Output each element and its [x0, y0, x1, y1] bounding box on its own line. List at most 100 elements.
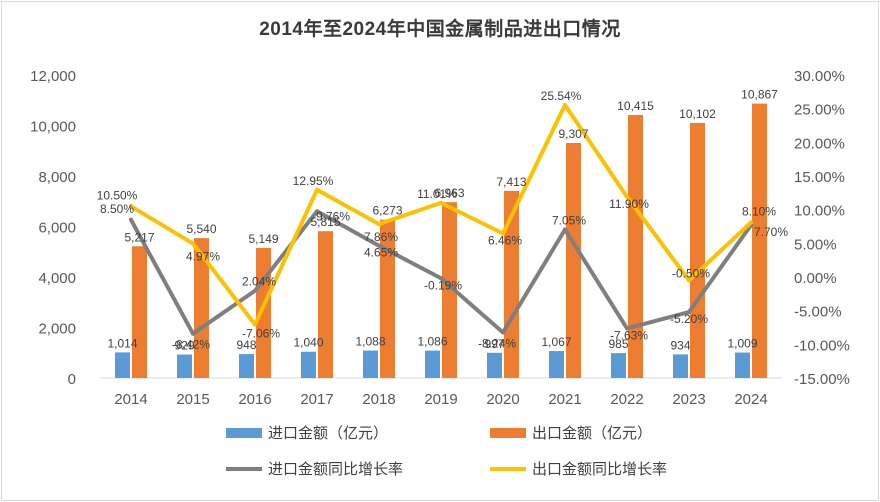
bar-import-amount — [239, 354, 254, 378]
data-label-import-growth: -5.20% — [670, 312, 708, 326]
data-label-import-amount: 934 — [670, 338, 690, 352]
bar-import-amount — [425, 350, 440, 378]
bar-export-amount — [504, 190, 519, 378]
data-label-import-amount: 1,086 — [417, 335, 447, 349]
point-export-growth — [563, 103, 567, 108]
data-label-import-growth: 8.50% — [100, 202, 134, 216]
point-import-growth — [129, 217, 133, 222]
x-tick-label: 2017 — [300, 391, 333, 408]
data-label-export-amount: 6,963 — [434, 186, 464, 200]
data-label-import-amount: 1,088 — [355, 335, 385, 349]
bar-export-amount — [132, 246, 147, 378]
point-import-growth — [563, 227, 567, 232]
bar-export-amount — [566, 142, 581, 378]
legend-swatch-export-amount — [490, 427, 526, 438]
data-label-export-growth: 10.50% — [97, 188, 138, 202]
x-tick-label: 2018 — [362, 391, 395, 408]
data-label-import-growth: 9.76% — [316, 209, 350, 223]
data-label-export-growth: 11.90% — [609, 197, 649, 211]
data-label-import-growth: -0.19% — [424, 278, 462, 292]
legend-swatch-import-amount — [226, 427, 262, 438]
point-export-growth — [315, 187, 319, 192]
x-tick-label: 2021 — [548, 391, 581, 408]
point-export-growth — [687, 278, 691, 283]
data-label-export-amount: 5,217 — [124, 230, 154, 244]
bar-import-amount — [301, 351, 316, 378]
data-label-export-growth: 11.01% — [417, 187, 457, 201]
bar-export-amount — [256, 247, 271, 378]
bar-export-amount — [194, 238, 209, 378]
chart-plot: 0 2,000 4,000 6,000 8,000 10,000 12,000 -15.00%… — [30, 68, 850, 408]
data-label-import-amount: 997 — [484, 337, 504, 351]
y-left-tick-label: 6,000 — [38, 220, 76, 237]
legend-swatch-import-growth — [226, 466, 262, 471]
bar-import-amount — [611, 353, 626, 378]
data-label-export-growth: 7.86% — [364, 230, 398, 244]
data-label-import-growth: -8.42% — [172, 338, 210, 352]
point-import-growth — [377, 243, 381, 248]
legend-item-export-growth: 出口金额同比增长率 — [490, 458, 667, 479]
bar-export-amount — [380, 219, 395, 378]
y-right-tick-label: 0.00% — [794, 270, 837, 287]
data-label-export-growth: -0.50% — [672, 266, 710, 280]
bar-import-amount — [487, 352, 502, 378]
bar-import-amount — [673, 354, 688, 378]
bar-export-amount — [318, 231, 333, 378]
data-label-import-amount: 1,040 — [293, 336, 323, 350]
data-label-import-growth: 2.04% — [242, 275, 276, 289]
y-right-tick-label: -5.00% — [794, 304, 842, 321]
y-left-tick-label: 0 — [68, 371, 76, 388]
x-tick-label: 2015 — [176, 391, 209, 408]
point-export-growth — [253, 322, 257, 327]
y-right-tick-label: 25.00% — [794, 102, 845, 119]
data-label-import-amount: 929 — [174, 339, 194, 353]
data-label-export-amount: 7,413 — [496, 175, 526, 189]
data-label-export-growth: 12.95% — [293, 174, 334, 188]
data-label-export-growth: 25.54% — [541, 89, 582, 103]
data-label-export-amount: 5,149 — [248, 232, 278, 246]
legend-item-import-growth: 进口金额同比增长率 — [226, 458, 403, 479]
data-label-import-growth: 7.05% — [552, 214, 586, 228]
y-right-tick-label: 15.00% — [794, 169, 845, 186]
bar-export-amount — [752, 103, 767, 379]
data-label-export-amount: 5,815 — [310, 215, 340, 229]
y-right-tick-label: -10.00% — [794, 337, 850, 354]
legend-label-export-growth: 出口金额同比增长率 — [532, 461, 668, 478]
point-import-growth — [253, 288, 257, 293]
data-label-export-amount: 10,102 — [679, 107, 716, 121]
point-export-growth — [501, 231, 505, 236]
point-export-growth — [625, 194, 629, 199]
point-export-growth — [191, 241, 195, 246]
x-tick-label: 2024 — [734, 391, 767, 408]
y-right-tick-label: 30.00% — [794, 68, 845, 85]
point-import-growth — [625, 326, 629, 331]
point-export-growth — [439, 200, 443, 205]
data-label-import-growth: 7.70% — [754, 225, 788, 239]
data-label-import-growth: -7.63% — [610, 328, 648, 342]
x-tick-label: 2014 — [114, 391, 147, 408]
data-label-export-growth: -7.06% — [242, 327, 280, 341]
data-label-export-amount: 10,415 — [617, 99, 654, 113]
data-label-export-amount: 6,273 — [372, 204, 402, 218]
bar-import-amount — [735, 352, 750, 378]
y-left-tick-label: 2,000 — [38, 321, 76, 338]
point-export-growth — [129, 204, 133, 209]
y-right-tick-label: 10.00% — [794, 203, 845, 220]
x-tick-label: 2020 — [486, 391, 519, 408]
point-import-growth — [687, 310, 691, 315]
legend-label-import-amount: 进口金额（亿元） — [268, 425, 389, 442]
data-label-export-amount: 10,867 — [741, 88, 778, 102]
bar-export-amount — [690, 122, 705, 378]
point-import-growth — [315, 209, 319, 214]
bar-import-amount — [549, 351, 564, 378]
y-left-tick-label: 10,000 — [30, 119, 76, 136]
data-label-export-amount: 5,540 — [186, 222, 216, 236]
line-import-growth — [129, 209, 753, 336]
bar-import-amount — [363, 350, 378, 378]
data-label-export-amount: 9,307 — [558, 127, 588, 141]
x-tick-label: 2016 — [238, 391, 271, 408]
y-right-tick-label: 20.00% — [794, 135, 845, 152]
bar-export-amount — [628, 115, 643, 379]
x-tick-label: 2023 — [672, 391, 705, 408]
data-label-import-amount: 1,014 — [107, 336, 137, 350]
